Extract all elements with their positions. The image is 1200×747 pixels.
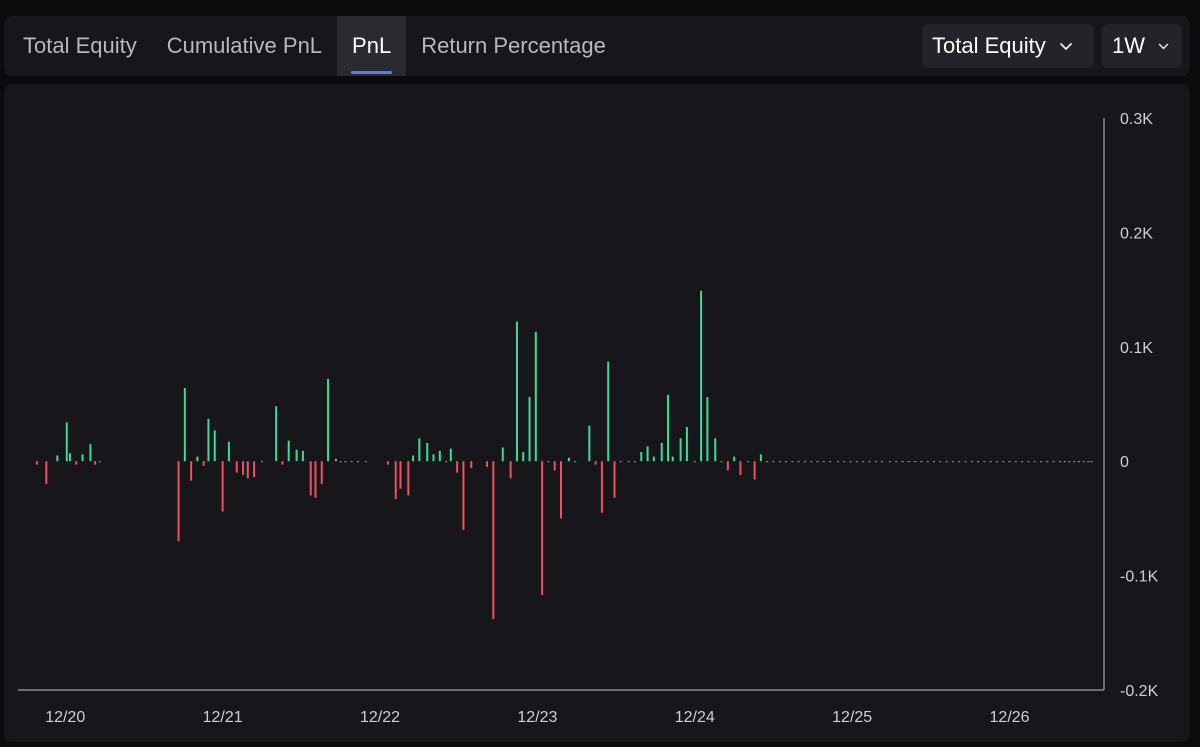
tab-return-percentage[interactable]: Return Percentage: [406, 16, 621, 76]
tab-pnl[interactable]: PnL: [337, 16, 407, 76]
x-tick-label: 12/20: [45, 709, 85, 726]
chevron-down-icon: [1158, 43, 1169, 50]
y-tick-label: 0.1K: [1120, 340, 1153, 357]
bars-group: [35, 290, 1093, 620]
y-tick-label: 0.3K: [1120, 111, 1153, 128]
x-tick-label: 12/24: [675, 709, 715, 726]
tab-label: Cumulative PnL: [166, 33, 323, 58]
range-dropdown[interactable]: 1W: [1102, 24, 1182, 68]
chart-toolbar: Total Equity Cumulative PnL PnL Return P…: [4, 16, 1190, 76]
metric-dropdown-value: Total Equity: [932, 33, 1046, 58]
x-tick-label: 12/26: [990, 709, 1030, 726]
tab-label: PnL: [352, 33, 392, 58]
chart-panel: 0.3K 0.2K 0.1K 0 -0.1K -0.2K 12/20 12/21 12/22 12…: [4, 84, 1190, 742]
x-tick-label: 12/21: [203, 709, 243, 726]
chevron-down-icon: [1059, 43, 1072, 50]
chart-tabs: Total Equity Cumulative PnL PnL Return P…: [8, 16, 621, 76]
metric-dropdown[interactable]: Total Equity: [922, 24, 1094, 68]
range-dropdown-value: 1W: [1112, 33, 1145, 58]
x-tick-label: 12/25: [832, 709, 872, 726]
tab-cumulative-pnl[interactable]: Cumulative PnL: [152, 16, 337, 76]
tab-total-equity[interactable]: Total Equity: [8, 16, 152, 76]
y-tick-label: -0.2K: [1120, 683, 1159, 700]
y-tick-label: 0: [1120, 454, 1129, 471]
pnl-bar-chart: 0.3K 0.2K 0.1K 0 -0.1K -0.2K 12/20 12/21 12/22 12…: [18, 111, 1159, 726]
x-tick-label: 12/23: [517, 709, 557, 726]
y-tick-label: -0.1K: [1120, 569, 1159, 586]
active-tab-indicator: [351, 71, 393, 74]
axes-group: 0.3K 0.2K 0.1K 0 -0.1K -0.2K 12/20 12/21 12/22 12…: [18, 111, 1159, 726]
tab-label: Return Percentage: [421, 33, 606, 58]
tab-label: Total Equity: [23, 33, 137, 58]
x-tick-label: 12/22: [360, 709, 400, 726]
y-tick-label: 0.2K: [1120, 225, 1153, 242]
